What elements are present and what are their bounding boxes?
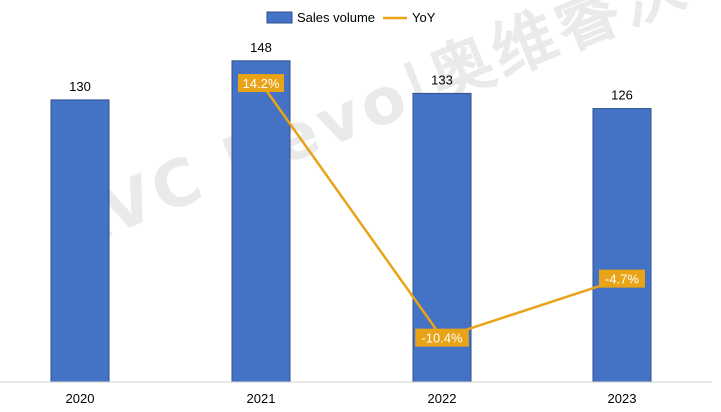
- yoy-label-box-2023: [599, 269, 645, 288]
- bar-2020: [50, 99, 110, 383]
- bars: [50, 60, 652, 383]
- legend: Sales volume YoY: [266, 10, 436, 25]
- bar-label-2021: 148: [250, 40, 272, 55]
- legend-swatch-sales: [266, 11, 293, 24]
- yoy-label-2023: -4.7%: [605, 272, 639, 287]
- x-tick-2022: 2022: [428, 391, 457, 406]
- bar-2023: [592, 108, 652, 383]
- yoy-label-2022: -10.4%: [421, 331, 463, 346]
- bar-label-2023: 126: [611, 88, 633, 103]
- bar-labels: 130 148 133 126: [69, 40, 633, 103]
- x-tick-2023: 2023: [608, 391, 637, 406]
- x-tick-2021: 2021: [247, 391, 276, 406]
- bar-label-2022: 133: [431, 72, 453, 87]
- bar-label-2020: 130: [69, 79, 91, 94]
- yoy-line: 14.2% -10.4% -4.7%: [238, 74, 645, 347]
- yoy-label-2021: 14.2%: [243, 76, 280, 91]
- x-tick-2020: 2020: [66, 391, 95, 406]
- yoy-label-box-2022: [415, 328, 469, 347]
- legend-label-yoy: YoY: [412, 10, 436, 25]
- bar-2021: [231, 60, 291, 383]
- x-axis-ticks: 2020 2021 2022 2023: [66, 391, 637, 406]
- legend-label-sales: Sales volume: [297, 10, 375, 25]
- yoy-label-box-2021: [238, 74, 284, 93]
